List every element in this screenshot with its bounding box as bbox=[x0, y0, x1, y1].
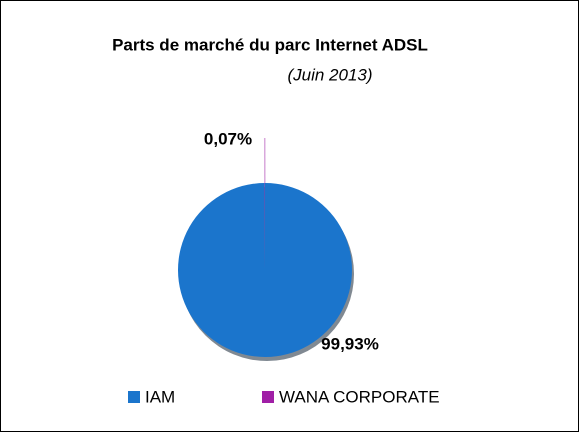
data-label: 0,07% bbox=[204, 129, 252, 148]
legend-label: WANA CORPORATE bbox=[279, 387, 440, 406]
pie-slice bbox=[178, 183, 353, 357]
chart-subtitle: (Juin 2013) bbox=[287, 65, 372, 84]
chart-title: Parts de marché du parc Internet ADSL bbox=[112, 35, 428, 54]
legend-label: IAM bbox=[145, 387, 175, 406]
data-label: 99,93% bbox=[321, 334, 379, 353]
legend-swatch bbox=[128, 391, 140, 403]
legend-swatch bbox=[262, 391, 274, 403]
